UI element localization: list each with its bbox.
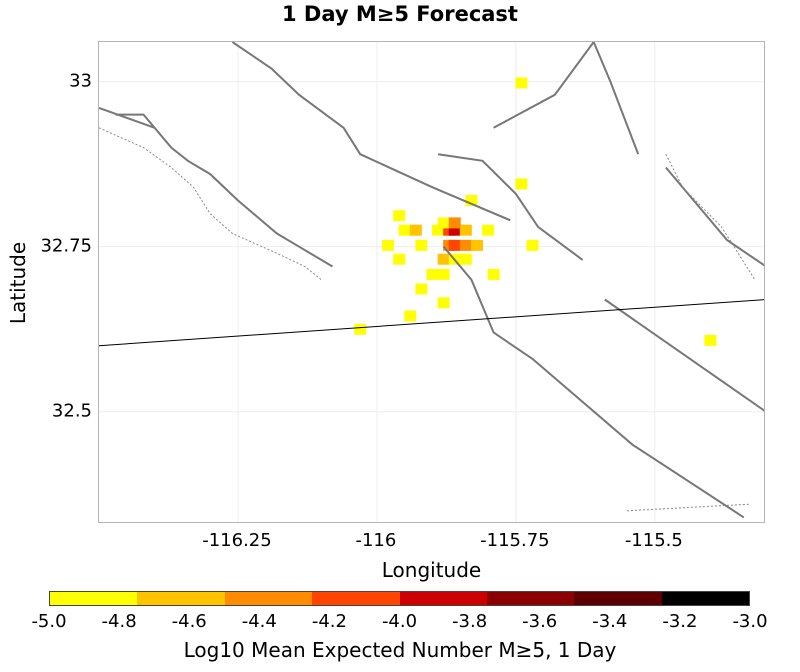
colorbar-tick-label: -4.2 (311, 611, 347, 632)
colorbar-segment (224, 592, 313, 605)
forecast-cell (465, 194, 478, 206)
forecast-cell (487, 268, 500, 280)
fault-trace (665, 166, 764, 267)
y-tick-label: 32.75 (40, 235, 92, 257)
forecast-cell (437, 253, 450, 265)
colorbar-segment (661, 592, 749, 605)
fault-trace (604, 298, 764, 412)
x-tick-label: -115.75 (480, 530, 550, 551)
colorbar-tick-label: -3.2 (662, 611, 698, 632)
colorbar-tick-label: -4.6 (171, 611, 207, 632)
colorbar-tick-label: -3.6 (522, 611, 558, 632)
fault-trace (99, 127, 322, 281)
y-axis-label: Latitude (6, 241, 30, 325)
colorbar-segment (137, 592, 225, 605)
fault-trace (493, 42, 595, 129)
forecast-cell (409, 224, 422, 236)
colorbar-tick-labels: -5.0 -4.8 -4.6 -4.4 -4.2 -4.0 -3.8 -3.6 -3.4 -3.2… (0, 611, 800, 635)
forecast-cell (432, 224, 445, 236)
y-tick-label: 32.5 (51, 400, 92, 422)
map-plot (99, 42, 764, 522)
fault-trace (592, 42, 640, 155)
fault-trace (626, 503, 750, 512)
colorbar-tick-label: -4.0 (381, 611, 418, 632)
x-axis-label: Longitude (381, 558, 482, 582)
colorbar-tick-label: -3.8 (452, 611, 488, 632)
forecast-cell (704, 334, 717, 346)
forecast-cell (448, 224, 461, 236)
colorbar (49, 591, 750, 606)
forecast-cell (426, 268, 439, 280)
chart-title: 1 Day M≥5 Forecast (282, 2, 518, 26)
forecast-cell (437, 217, 450, 229)
plot-area (98, 41, 765, 523)
forecast-cell (415, 239, 428, 251)
forecast-cell (448, 217, 461, 229)
colorbar-segment (486, 592, 575, 605)
x-tick-label: -116.25 (202, 530, 272, 551)
fault-trace (442, 246, 745, 519)
forecast-cell (404, 310, 417, 322)
forecast-cell (482, 224, 495, 236)
colorbar-label: Log10 Mean Expected Number M≥5, 1 Day (183, 638, 617, 662)
colorbar-tick-label: -5.0 (31, 611, 67, 632)
forecast-cell (415, 283, 428, 295)
forecast-cell (459, 239, 472, 251)
colorbar-segment (312, 592, 400, 605)
fault-trace (437, 153, 584, 261)
forecast-cell (437, 268, 450, 280)
y-tick-label: 33 (69, 70, 92, 92)
fault-trace (665, 153, 756, 280)
colorbar-segment (50, 592, 138, 605)
colorbar-tick-label: -3.0 (732, 611, 768, 632)
forecast-cell (515, 77, 528, 89)
x-tick-label: -116 (355, 530, 397, 551)
forecast-cell (393, 253, 406, 265)
fault-trace (231, 42, 511, 222)
forecast-cell (459, 224, 472, 236)
forecast-cell (526, 239, 539, 251)
colorbar-tick-label: -4.4 (241, 611, 277, 632)
fault-trace (99, 107, 155, 129)
fault-trace (115, 113, 334, 268)
forecast-cell (398, 224, 411, 236)
colorbar-tick-label: -4.8 (101, 611, 137, 632)
forecast-cell (515, 178, 528, 190)
forecast-cell (393, 210, 406, 222)
colorbar-segment (574, 592, 662, 605)
forecast-cell (354, 323, 367, 335)
forecast-cell (470, 239, 483, 251)
forecast-cell (448, 239, 461, 251)
x-tick-label: -115.5 (624, 530, 683, 551)
colorbar-segment (399, 592, 487, 605)
fault-trace (99, 299, 764, 347)
forecast-cell (459, 253, 472, 265)
colorbar-tick-label: -3.4 (592, 611, 628, 632)
forecast-cell (382, 239, 395, 251)
forecast-cell (437, 297, 450, 309)
